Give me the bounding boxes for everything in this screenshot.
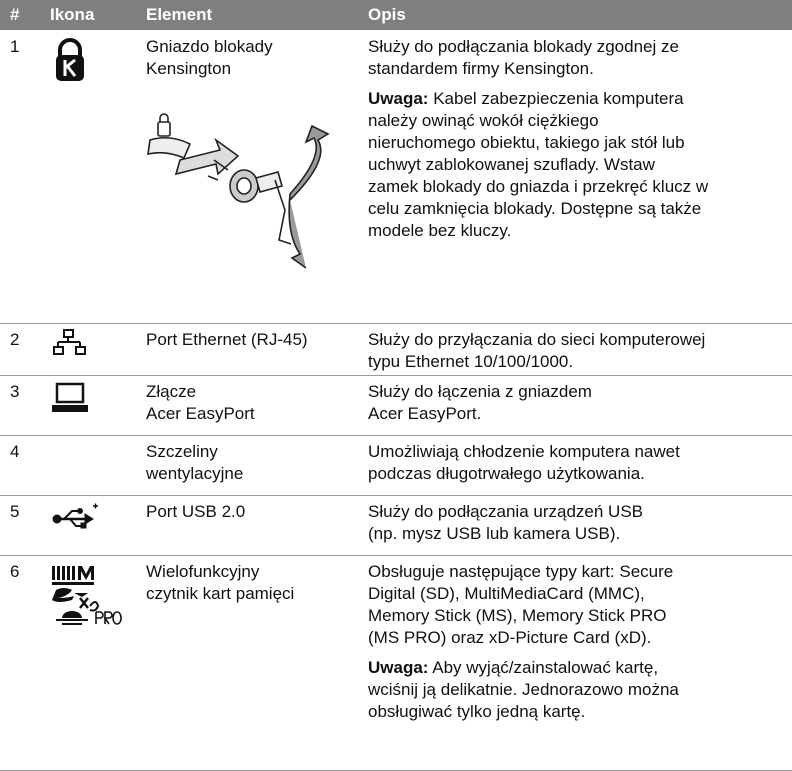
description-line: Umożliwiają chłodzenie komputera nawet [368, 442, 680, 461]
paragraph: Obsługuje następujące typy kart: Secure D… [368, 561, 788, 649]
description: Służy do przyłączania do sieci komputero… [368, 329, 788, 373]
element-line: Złącze [146, 382, 197, 401]
paragraph: Uwaga: Kabel zabezpieczenia komputera nal… [368, 88, 788, 242]
note-label: Uwaga: [368, 89, 429, 108]
description: Służy do podłączania urządzeń USB (np. my… [368, 501, 788, 545]
description-line: (MS PRO) oraz xD-Picture Card (xD). [368, 628, 652, 647]
element-line: Port USB 2.0 [146, 502, 246, 521]
paragraph: Służy do podłączania urządzeń USB (np. my… [368, 501, 788, 545]
element-line: Port Ethernet (RJ-45) [146, 330, 308, 349]
element-line: czytnik kart pamięci [146, 584, 295, 603]
note-label: Uwaga: [368, 658, 429, 677]
description-line: Służy do podłączania blokady zgodnej ze [368, 37, 679, 56]
description-line: celu zamknięcia blokady. Dostępne są tak… [368, 199, 702, 218]
paragraph: Umożliwiają chłodzenie komputera nawet po… [368, 441, 788, 485]
paragraph: Służy do podłączania blokady zgodnej ze s… [368, 36, 788, 80]
description-line: należy owinąć wokół ciężkiego [368, 111, 599, 130]
paragraph: Służy do łączenia z gniazdem Acer EasyPor… [368, 381, 788, 425]
description: Obsługuje następujące typy kart: Secure D… [368, 561, 788, 723]
description-line: wciśnij ją delikatnie. Jednorazowo można [368, 680, 679, 699]
row-number: 4 [10, 442, 20, 461]
element-line: Acer EasyPort [146, 404, 255, 423]
table-row: 6 Wielofunkcyjny czytnik kart pamięci Obsłu… [0, 555, 792, 771]
description-line: Digital (SD), MultiMediaCard (MMC), [368, 584, 645, 603]
table-row: 4 Szczeliny wentylacyjne Umożliwiają chłodz… [0, 435, 792, 496]
header-cell: Element [146, 5, 213, 24]
description-line: nieruchomego obiektu, takiego jak stół l… [368, 133, 685, 152]
description-line: Acer EasyPort. [368, 404, 482, 423]
description: Służy do łączenia z gniazdem Acer EasyPor… [368, 381, 788, 425]
paragraph: Uwaga: Aby wyjąć/zainstalować kartę, wciś… [368, 657, 788, 723]
description-line: Służy do podłączania urządzeń USB [368, 502, 643, 521]
table-header: # Ikona Element Opis [0, 0, 792, 30]
description-line: modele bez kluczy. [368, 221, 512, 240]
row-number: 5 [10, 502, 20, 521]
element-name: Złącze Acer EasyPort [146, 381, 255, 425]
table-row: 1 Gniazdo blokady Kensington Służy do podłą… [0, 30, 792, 324]
element-line: wentylacyjne [146, 464, 244, 483]
description-line: standardem firmy Kensington. [368, 59, 594, 78]
table-row: 3 Złącze Acer EasyPort Służy do łączenia z … [0, 375, 792, 436]
description-line: podczas długotrwałego użytkowania. [368, 464, 645, 483]
header-cell: # [10, 5, 20, 24]
description-line: Służy do przyłączania do sieci komputero… [368, 330, 706, 349]
description-line: Służy do łączenia z gniazdem [368, 382, 592, 401]
row-number: 3 [10, 382, 20, 401]
description: Umożliwiają chłodzenie komputera nawet po… [368, 441, 788, 485]
element-line: Gniazdo blokady [146, 37, 273, 56]
header-cell: Opis [368, 5, 406, 24]
paragraph: Służy do przyłączania do sieci komputero… [368, 329, 788, 373]
description-line: typu Ethernet 10/100/1000. [368, 352, 574, 371]
description-line: obsługiwać tylko jedną kartę. [368, 702, 586, 721]
description-line: zamek blokady do gniazda i przekręć kluc… [368, 177, 709, 196]
element-name: Szczeliny wentylacyjne [146, 441, 243, 485]
row-number: 6 [10, 562, 20, 581]
description-line: Kabel zabezpieczenia komputera [428, 89, 684, 108]
description-line: Aby wyjąć/zainstalować kartę, [428, 658, 659, 677]
table-row: 2 Port Ethernet (RJ-45) Służy do przyłącza… [0, 323, 792, 376]
element-line: Szczeliny [146, 442, 218, 461]
element-line: Wielofunkcyjny [146, 562, 260, 581]
element-name: Gniazdo blokady Kensington [146, 36, 273, 80]
element-name: Port USB 2.0 [146, 501, 245, 523]
table-row: 5 Port USB 2.0 Służy do podłączania urządz… [0, 495, 792, 556]
description-line: uchwyt zablokowanej szuflady. Wstaw [368, 155, 655, 174]
description-line: (np. mysz USB lub kamera USB). [368, 524, 621, 543]
element-name: Port Ethernet (RJ-45) [146, 329, 308, 351]
header-cell: Ikona [50, 5, 95, 24]
description-line: Obsługuje następujące typy kart: Secure [368, 562, 674, 581]
row-number: 2 [10, 330, 20, 349]
element-name: Wielofunkcyjny czytnik kart pamięci [146, 561, 294, 605]
row-number: 1 [10, 37, 20, 56]
description-line: Memory Stick (MS), Memory Stick PRO [368, 606, 667, 625]
description: Służy do podłączania blokady zgodnej ze s… [368, 36, 788, 242]
element-line: Kensington [146, 59, 232, 78]
